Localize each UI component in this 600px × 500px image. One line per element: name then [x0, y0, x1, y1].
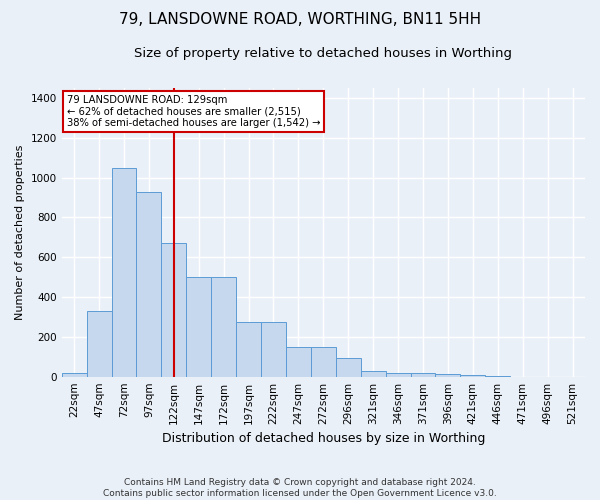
Bar — [261, 322, 286, 376]
Title: Size of property relative to detached houses in Worthing: Size of property relative to detached ho… — [134, 48, 512, 60]
X-axis label: Distribution of detached houses by size in Worthing: Distribution of detached houses by size … — [161, 432, 485, 445]
Text: Contains HM Land Registry data © Crown copyright and database right 2024.
Contai: Contains HM Land Registry data © Crown c… — [103, 478, 497, 498]
Bar — [460, 375, 485, 376]
Bar — [386, 372, 410, 376]
Bar — [436, 374, 460, 376]
Bar — [136, 192, 161, 376]
Bar — [86, 311, 112, 376]
Bar — [186, 277, 211, 376]
Bar — [361, 370, 386, 376]
Bar — [336, 358, 361, 376]
Bar — [62, 372, 86, 376]
Bar — [410, 372, 436, 376]
Bar — [211, 277, 236, 376]
Bar — [286, 347, 311, 376]
Y-axis label: Number of detached properties: Number of detached properties — [15, 144, 25, 320]
Bar — [311, 347, 336, 376]
Text: 79 LANSDOWNE ROAD: 129sqm
← 62% of detached houses are smaller (2,515)
38% of se: 79 LANSDOWNE ROAD: 129sqm ← 62% of detac… — [67, 96, 320, 128]
Bar — [112, 168, 136, 376]
Text: 79, LANSDOWNE ROAD, WORTHING, BN11 5HH: 79, LANSDOWNE ROAD, WORTHING, BN11 5HH — [119, 12, 481, 28]
Bar — [161, 244, 186, 376]
Bar — [236, 322, 261, 376]
